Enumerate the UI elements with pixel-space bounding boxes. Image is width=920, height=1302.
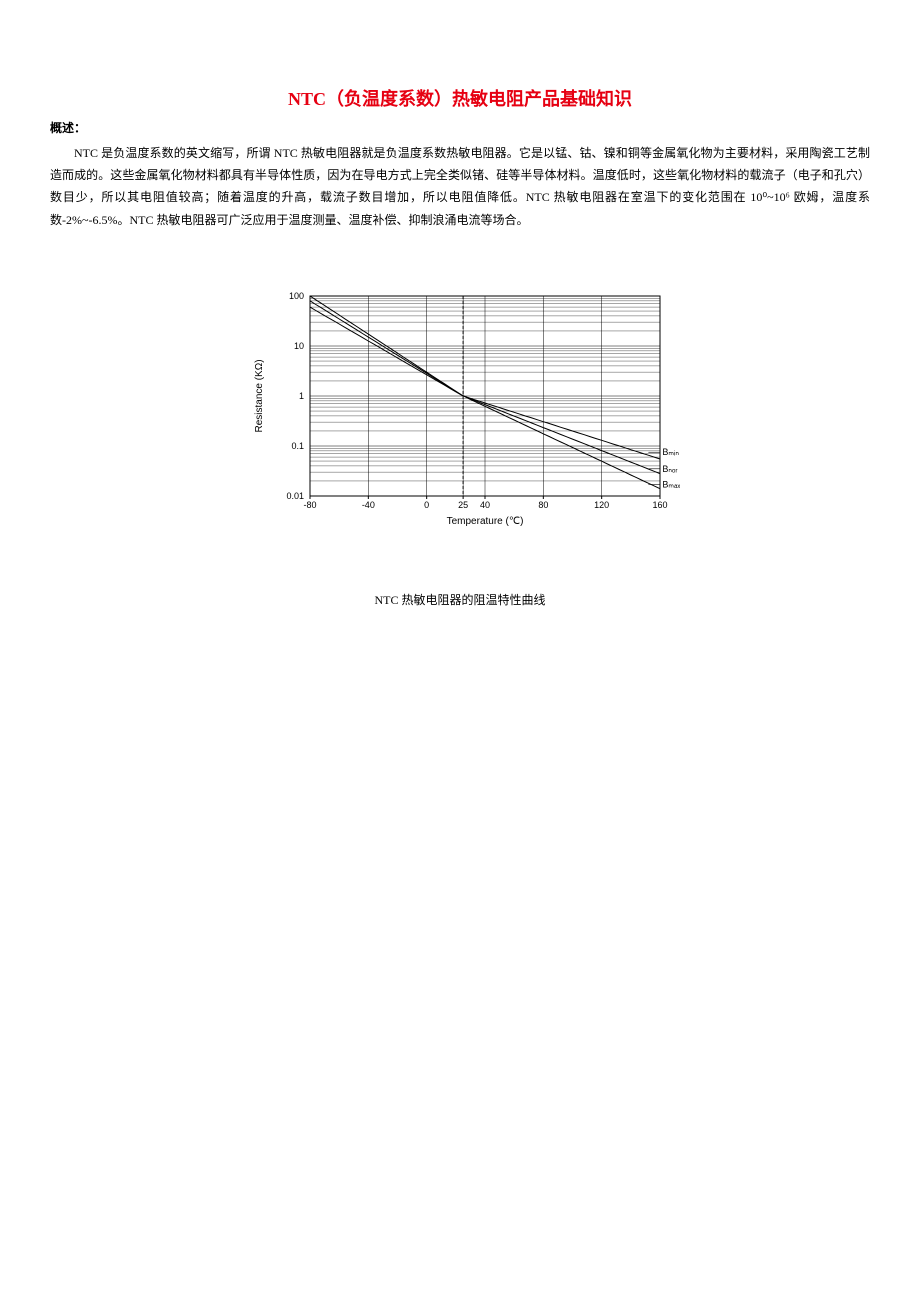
series-label-Bmin: Bₘᵢₙ — [662, 447, 679, 457]
overview-paragraph: NTC 是负温度系数的英文缩写，所谓 NTC 热敏电阻器就是负温度系数热敏电阻器… — [50, 142, 870, 231]
svg-text:1: 1 — [299, 391, 304, 401]
svg-text:-40: -40 — [362, 500, 375, 510]
svg-text:-80: -80 — [303, 500, 316, 510]
rt-chart-container: 0.01 0.1 1 10 100 -80 -40 0 25 40 80 120 160 Bₘᵢₙ Bₙₒᵣ… — [50, 286, 870, 536]
svg-text:0.1: 0.1 — [291, 441, 304, 451]
svg-text:120: 120 — [594, 500, 609, 510]
svg-text:100: 100 — [289, 291, 304, 301]
page-title: NTC（负温度系数）热敏电阻产品基础知识 — [50, 85, 870, 111]
svg-text:25: 25 — [458, 500, 468, 510]
chart-caption: NTC 热敏电阻器的阻温特性曲线 — [50, 591, 870, 608]
svg-text:0.01: 0.01 — [286, 491, 304, 501]
series-label-Bnor: Bₙₒᵣ — [662, 464, 677, 474]
rt-chart: 0.01 0.1 1 10 100 -80 -40 0 25 40 80 120 160 Bₘᵢₙ Bₙₒᵣ… — [240, 286, 680, 536]
section-label-overview: 概述： — [50, 119, 870, 136]
x-axis-label: Temperature (℃) — [447, 516, 524, 527]
series-label-Bmax: Bₘₐₓ — [662, 479, 680, 489]
svg-text:40: 40 — [480, 500, 490, 510]
svg-text:160: 160 — [652, 500, 667, 510]
y-axis-label: Resistance (KΩ) — [254, 359, 265, 432]
svg-text:10: 10 — [294, 341, 304, 351]
svg-text:0: 0 — [424, 500, 429, 510]
svg-text:80: 80 — [538, 500, 548, 510]
